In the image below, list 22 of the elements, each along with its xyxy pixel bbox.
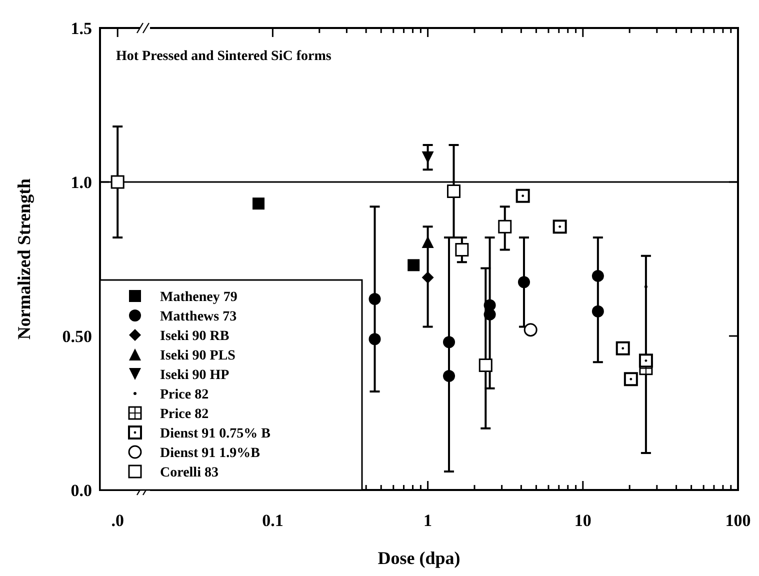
legend-label: Price 82 [160, 388, 209, 402]
y-tick-label: 1.5 [70, 19, 92, 38]
legend-label: Iseki 90 RB [160, 329, 230, 344]
annotation: Hot Pressed and Sintered SiC forms [116, 49, 332, 64]
x-tick-label: 0.1 [262, 511, 284, 530]
x-tick-label: 10 [574, 511, 592, 530]
x-tick-label: 100 [725, 511, 751, 530]
legend-label: Price 82 [160, 407, 209, 422]
legend-label: Iseki 90 PLS [160, 348, 236, 364]
y-tick-label: 1.0 [70, 173, 92, 192]
y-axis-title: Normalized Strength [14, 178, 34, 340]
x-tick-label: .0 [111, 511, 124, 530]
x-axis-title: Dose (dpa) [378, 548, 460, 568]
legend-label: Iseki 90 HP [160, 368, 230, 383]
y-tick-label: 0.0 [70, 481, 92, 500]
y-tick-label: 0.50 [62, 327, 92, 346]
legend-label: Matthews 73 [160, 310, 237, 324]
legend-label: Matheney 79 [160, 290, 238, 305]
legend-label: Dienst 91 1.9%B [160, 446, 260, 461]
legend-label: Corelli 83 [160, 466, 218, 480]
legend-label: Dienst 91 0.75% B [160, 426, 270, 442]
x-tick-label: 1 [424, 511, 432, 530]
